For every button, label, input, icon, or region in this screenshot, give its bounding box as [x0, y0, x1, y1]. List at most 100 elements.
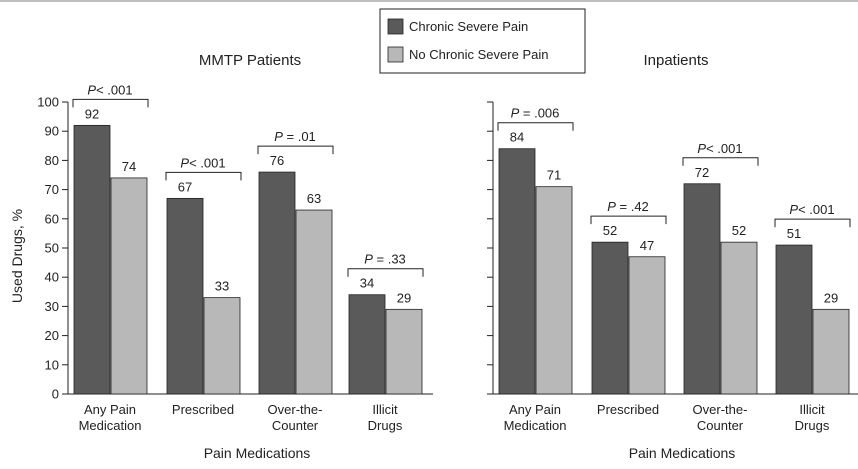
right-bar-no-chronic: [812, 308, 850, 395]
category-label-line: Illicit: [799, 402, 825, 417]
p-value: < .001: [706, 141, 743, 156]
left-y-axis-label: Used Drugs, %: [9, 209, 25, 303]
p-value: < .001: [189, 155, 226, 170]
category-label-line: Any Pain: [84, 402, 136, 417]
right-p-bracket: [590, 215, 667, 225]
left-value-label: 67: [178, 179, 192, 194]
right-panel: 84 71 P = .006 Any Pain Medication 52 47 P = .4…: [487, 101, 858, 433]
right-value-label: 47: [640, 238, 654, 253]
left-x-axis-label: Pain Medications: [204, 445, 311, 461]
right-p-value-label: P = .006: [511, 106, 560, 121]
right-p-bracket: [497, 122, 574, 131]
left-bar-no-chronic: [110, 177, 148, 395]
left-y-tick-label: 20: [45, 328, 59, 343]
p-value: = .01: [283, 129, 316, 144]
left-value-label: 92: [85, 106, 99, 121]
right-value-label: 52: [603, 223, 617, 238]
category-label-line: Over-the-: [268, 402, 323, 417]
left-p-bracket: [165, 171, 242, 181]
left-p-bracket: [72, 98, 149, 108]
category-label-line: Counter: [272, 418, 319, 433]
right-category-label: Over-the-Counter: [693, 402, 748, 433]
category-label-line: Prescribed: [597, 402, 659, 417]
right-bar-no-chronic: [628, 256, 666, 395]
right-bar-no-chronic: [720, 241, 758, 395]
right-bar-chronic: [498, 148, 536, 395]
p-symbol: P: [274, 129, 283, 144]
category-label-line: Medication: [504, 418, 567, 433]
right-value-label: 72: [695, 165, 709, 180]
left-value-label: 29: [397, 290, 411, 305]
right-p-value-label: P< .001: [789, 202, 834, 217]
p-symbol: P: [607, 199, 616, 214]
right-bar-chronic: [683, 183, 721, 395]
left-y-tick-label: 80: [45, 153, 59, 168]
left-value-label: 74: [122, 159, 136, 174]
category-label-line: Drugs: [795, 418, 830, 433]
category-label-line: Counter: [697, 418, 744, 433]
right-value-label: 51: [787, 226, 801, 241]
left-value-label: 33: [215, 279, 229, 294]
right-panel-title: Inpatients: [643, 52, 708, 69]
legend-label-no-chronic: No Chronic Severe Pain: [409, 47, 548, 62]
left-p-bracket: [347, 268, 424, 277]
left-y-tick-label: 10: [45, 357, 59, 372]
right-bar-chronic: [591, 241, 629, 395]
p-value: = .42: [616, 199, 649, 214]
left-category-label: Any Pain Medication: [79, 402, 142, 433]
right-value-label: 52: [732, 223, 746, 238]
left-bar-chronic: [258, 171, 296, 395]
left-y-tick-label: 70: [45, 182, 59, 197]
category-label-line: Any Pain: [509, 402, 561, 417]
left-p-value-label: P = .33: [364, 252, 406, 267]
left-bar-chronic: [348, 294, 386, 395]
category-label-line: Drugs: [368, 418, 403, 433]
left-y-tick-label: 30: [45, 299, 59, 314]
left-value-label: 76: [270, 153, 284, 168]
left-bar-chronic: [166, 197, 204, 395]
legend-swatch-no-chronic: [387, 46, 404, 63]
left-y-tick-label: 90: [45, 124, 59, 139]
right-bar-no-chronic: [535, 186, 573, 395]
right-p-bracket: [682, 157, 759, 166]
category-label-line: Prescribed: [172, 402, 234, 417]
left-value-label: 63: [307, 191, 321, 206]
left-y-tick-label: 100: [37, 95, 59, 110]
left-bar-chronic: [73, 124, 111, 395]
p-symbol: P: [87, 82, 96, 97]
left-panel-title: MMTP Patients: [199, 52, 301, 69]
right-x-axis-label: Pain Medications: [629, 445, 736, 461]
left-p-value-label: P< .001: [87, 82, 132, 97]
right-p-bracket: [774, 218, 851, 228]
right-category-label: Illicit Drugs: [795, 402, 830, 433]
p-symbol: P: [789, 202, 798, 217]
left-p-value-label: P = .01: [274, 129, 316, 144]
legend-swatch-chronic: [387, 18, 404, 35]
left-y-tick-label: 60: [45, 211, 59, 226]
p-symbol: P: [697, 141, 706, 156]
left-category-label: Over-the-Counter: [268, 402, 323, 433]
right-p-value-label: P = .42: [607, 199, 649, 214]
right-category-label: Prescribed: [597, 402, 659, 417]
left-p-bracket: [257, 145, 334, 155]
right-value-label: 84: [510, 130, 524, 145]
legend-box: [379, 8, 586, 74]
right-bar-chronic: [775, 244, 813, 395]
right-value-label: 29: [824, 290, 838, 305]
left-bar-no-chronic: [203, 297, 241, 395]
right-p-value-label: P< .001: [697, 141, 742, 156]
left-bar-no-chronic: [385, 308, 423, 395]
p-symbol: P: [364, 252, 373, 267]
legend: Chronic Severe Pain No Chronic Severe Pa…: [379, 8, 586, 74]
category-label-line: Illicit: [372, 402, 398, 417]
category-label-line: Over-the-: [693, 402, 748, 417]
p-symbol: P: [511, 106, 520, 121]
legend-label-chronic: Chronic Severe Pain: [409, 19, 528, 34]
left-y-tick-label: 50: [45, 241, 59, 256]
left-y-tick-label: 40: [45, 270, 59, 285]
left-category-label: Illicit Drugs: [368, 402, 403, 433]
left-bar-no-chronic: [295, 209, 333, 395]
